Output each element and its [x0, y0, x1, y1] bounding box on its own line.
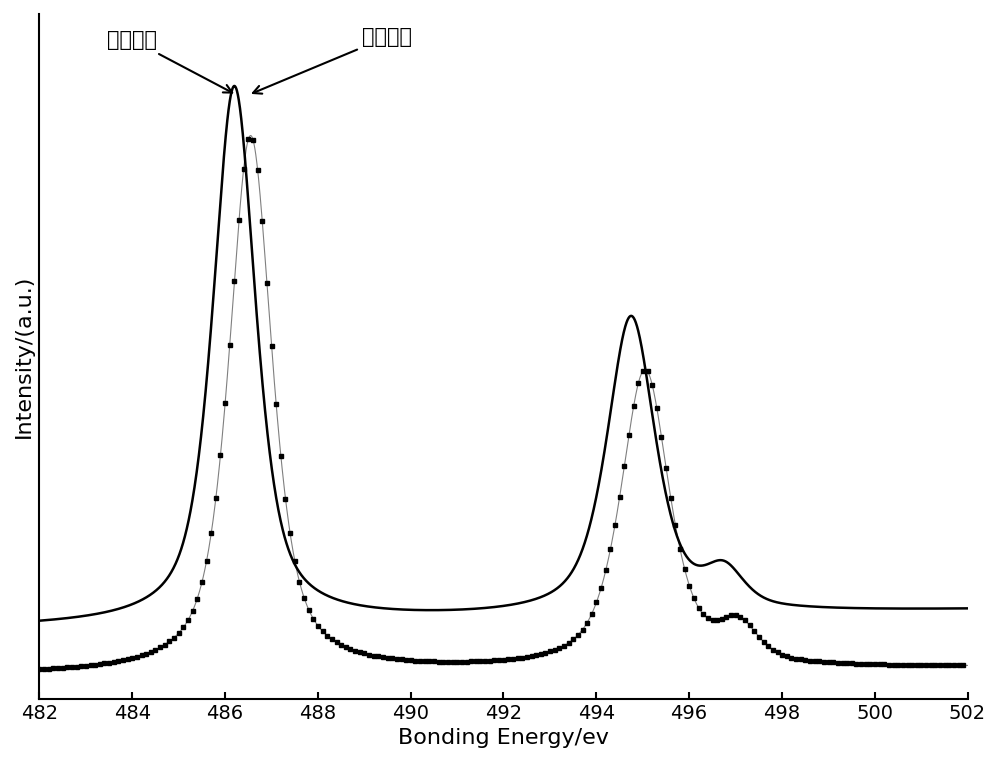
Text: 二氧化锡: 二氧化锡: [253, 27, 412, 94]
X-axis label: Bonding Energy/ev: Bonding Energy/ev: [398, 728, 609, 748]
Y-axis label: Intensity/(a.u.): Intensity/(a.u.): [14, 274, 34, 438]
Text: 氧化亚锡: 氧化亚锡: [107, 30, 232, 93]
